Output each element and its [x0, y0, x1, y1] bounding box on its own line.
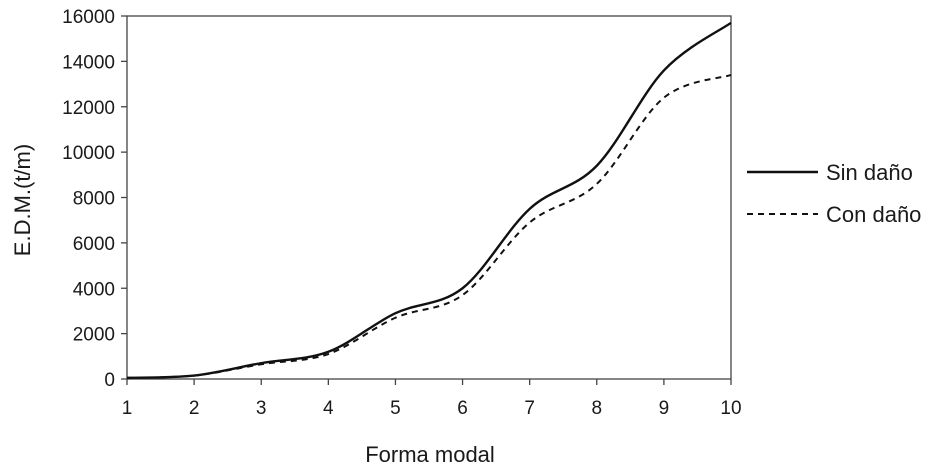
y-axis-title: E.D.M.(t/m) [10, 144, 35, 256]
y-tick-label: 12000 [62, 98, 115, 119]
series-line-sin-dano [126, 21, 732, 380]
plot-frame [126, 15, 732, 380]
y-tick-label: 8000 [73, 189, 115, 210]
y-tick-label: 14000 [62, 52, 115, 73]
plot-border [126, 15, 732, 380]
legend: Sin daño Con daño [747, 160, 921, 227]
series-layer [126, 21, 732, 380]
x-tick-label: 2 [189, 398, 200, 419]
x-tick-label: 1 [122, 398, 133, 419]
x-axis-title: Forma modal [365, 442, 495, 467]
x-tick-label: 4 [323, 398, 334, 419]
x-tick-label: 7 [524, 398, 535, 419]
series-line-con-dano [126, 74, 732, 379]
x-tick-label: 8 [591, 398, 602, 419]
x-axis: 1 2 3 4 5 6 7 8 9 10 [122, 379, 742, 419]
y-axis: 0 2000 4000 6000 8000 10000 12000 14000 16000 [62, 7, 127, 391]
y-tick-label: 4000 [73, 279, 115, 300]
x-tick-label: 3 [256, 398, 267, 419]
y-tick-label: 2000 [73, 325, 115, 346]
y-tick-label: 0 [104, 370, 115, 391]
x-tick-label: 9 [659, 398, 670, 419]
x-tick-label: 10 [720, 398, 741, 419]
y-tick-label: 10000 [62, 143, 115, 164]
x-tick-label: 5 [390, 398, 401, 419]
x-tick-label: 6 [457, 398, 468, 419]
legend-label: Con daño [826, 202, 921, 227]
legend-label: Sin daño [826, 160, 913, 185]
y-tick-label: 16000 [62, 7, 115, 28]
y-tick-label: 6000 [73, 234, 115, 255]
